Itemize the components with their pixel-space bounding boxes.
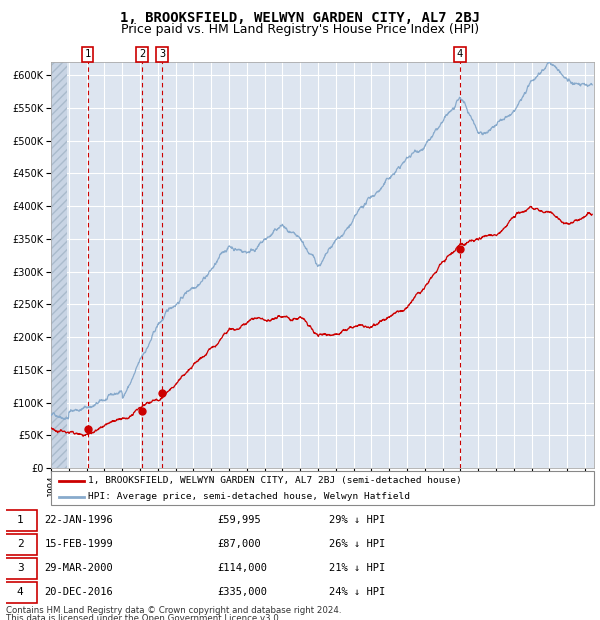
Text: 22-JAN-1996: 22-JAN-1996 [44,515,113,525]
Text: £87,000: £87,000 [218,539,262,549]
FancyBboxPatch shape [3,558,37,579]
Bar [51,62,67,468]
Text: 20-DEC-2016: 20-DEC-2016 [44,588,113,598]
Text: 3: 3 [159,49,165,60]
Text: £59,995: £59,995 [218,515,262,525]
Text: 15-FEB-1999: 15-FEB-1999 [44,539,113,549]
Text: 4: 4 [457,49,463,60]
Text: 24% ↓ HPI: 24% ↓ HPI [329,588,386,598]
Text: 29-MAR-2000: 29-MAR-2000 [44,564,113,574]
Text: 21% ↓ HPI: 21% ↓ HPI [329,564,386,574]
Text: £335,000: £335,000 [218,588,268,598]
Text: £114,000: £114,000 [218,564,268,574]
FancyBboxPatch shape [51,471,594,505]
Text: 3: 3 [17,564,23,574]
Text: 26% ↓ HPI: 26% ↓ HPI [329,539,386,549]
Text: 1: 1 [85,49,91,60]
Text: 29% ↓ HPI: 29% ↓ HPI [329,515,386,525]
Text: 1, BROOKSFIELD, WELWYN GARDEN CITY, AL7 2BJ (semi-detached house): 1, BROOKSFIELD, WELWYN GARDEN CITY, AL7 … [88,476,461,485]
FancyBboxPatch shape [3,534,37,555]
Text: 1: 1 [17,515,23,525]
FancyBboxPatch shape [3,510,37,531]
Text: 2: 2 [139,49,145,60]
Text: This data is licensed under the Open Government Licence v3.0.: This data is licensed under the Open Gov… [6,614,281,620]
Text: 4: 4 [17,588,23,598]
Text: HPI: Average price, semi-detached house, Welwyn Hatfield: HPI: Average price, semi-detached house,… [88,492,410,502]
Text: Contains HM Land Registry data © Crown copyright and database right 2024.: Contains HM Land Registry data © Crown c… [6,606,341,616]
Text: 1, BROOKSFIELD, WELWYN GARDEN CITY, AL7 2BJ: 1, BROOKSFIELD, WELWYN GARDEN CITY, AL7 … [120,11,480,25]
Text: Price paid vs. HM Land Registry's House Price Index (HPI): Price paid vs. HM Land Registry's House … [121,23,479,36]
FancyBboxPatch shape [3,582,37,603]
Text: 2: 2 [17,539,23,549]
